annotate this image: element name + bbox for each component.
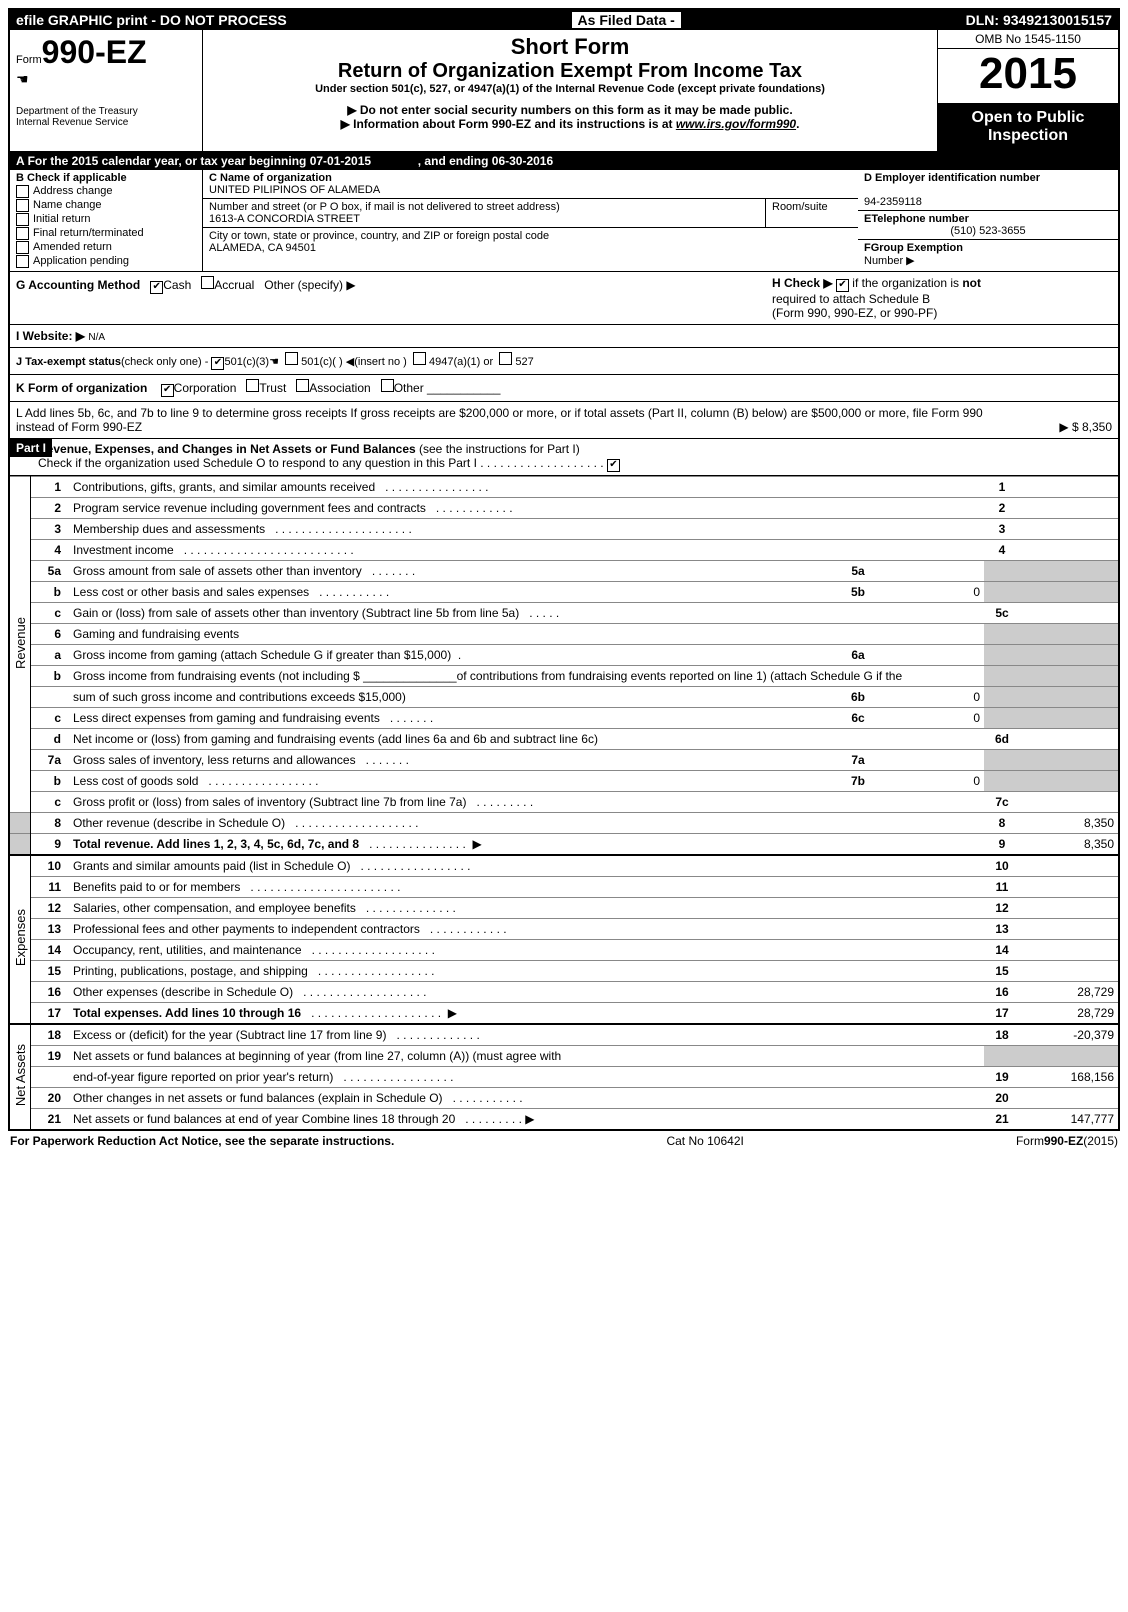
e-phone-block: ETelephone number (510) 523-3655 bbox=[858, 211, 1118, 240]
irs-link[interactable]: www.irs.gov/form990 bbox=[676, 117, 796, 131]
check-name-change[interactable]: Name change bbox=[16, 199, 196, 212]
line-7b-value: 0 bbox=[876, 771, 984, 792]
g-label: G Accounting Method bbox=[16, 278, 140, 292]
check-527[interactable] bbox=[499, 352, 512, 365]
check-trust[interactable] bbox=[246, 379, 259, 392]
instruct-block: ▶ Do not enter social security numbers o… bbox=[211, 103, 929, 131]
form-container: efile GRAPHIC print - DO NOT PROCESS As … bbox=[8, 8, 1120, 1131]
check-h-not-required[interactable]: ✔ bbox=[836, 279, 849, 292]
line-6c-value: 0 bbox=[876, 708, 984, 729]
org-city: ALAMEDA, CA 94501 bbox=[209, 242, 316, 254]
check-accrual[interactable] bbox=[201, 276, 214, 289]
row-j-tax-exempt: J Tax-exempt status(check only one) - ✔5… bbox=[10, 348, 1118, 375]
tax-year: 2015 bbox=[938, 49, 1118, 99]
check-cash[interactable]: ✔ bbox=[150, 281, 163, 294]
line-19-value: 168,156 bbox=[1020, 1067, 1118, 1088]
phone-value: (510) 523-3655 bbox=[864, 225, 1112, 237]
instruct-info: ▶ Information about Form 990-EZ and its … bbox=[211, 117, 929, 131]
col-b-checkboxes: B Check if applicable Address change Nam… bbox=[10, 170, 203, 271]
check-initial-return[interactable]: Initial return bbox=[16, 213, 196, 226]
row-k-form-org: K Form of organization ✔Corporation Trus… bbox=[10, 375, 1118, 402]
section-b-c-d-e-f: B Check if applicable Address change Nam… bbox=[10, 170, 1118, 272]
check-final-return[interactable]: Final return/terminated bbox=[16, 227, 196, 240]
check-schedule-o-part1[interactable]: ✔ bbox=[607, 459, 620, 472]
row-i-website: I Website: ▶ N/A bbox=[10, 325, 1118, 348]
check-501c3[interactable]: ✔ bbox=[211, 357, 224, 370]
topbar-right: DLN: 93492130015157 bbox=[966, 12, 1112, 28]
line-21-value: 147,777 bbox=[1020, 1109, 1118, 1130]
org-name: UNITED PILIPINOS OF ALAMEDA bbox=[209, 184, 380, 196]
dept-block: Department of the Treasury Internal Reve… bbox=[16, 106, 196, 128]
row-g-h: G Accounting Method ✔Cash Accrual Other … bbox=[10, 272, 1118, 325]
ein-value: 94-2359118 bbox=[864, 196, 922, 208]
efile-topbar: efile GRAPHIC print - DO NOT PROCESS As … bbox=[10, 10, 1118, 30]
website-value: N/A bbox=[88, 332, 105, 343]
l-amount: ▶ $ 8,350 bbox=[1002, 420, 1112, 434]
d-ein-block: D Employer identification number 94-2359… bbox=[858, 170, 1118, 211]
topbar-mid: As Filed Data - bbox=[572, 12, 681, 28]
instruct-ssn: ▶ Do not enter social security numbers o… bbox=[211, 103, 929, 117]
b-label: B Check if applicable bbox=[16, 172, 196, 184]
header-grid: Form990-EZ ☚ Department of the Treasury … bbox=[10, 30, 1118, 152]
pointing-hand-icon: ☚ bbox=[16, 71, 196, 88]
omb-number: OMB No 1545-1150 bbox=[938, 30, 1118, 49]
dept-irs: Internal Revenue Service bbox=[16, 117, 196, 128]
check-501c[interactable] bbox=[285, 352, 298, 365]
lines-table: Revenue 1 Contributions, gifts, grants, … bbox=[10, 476, 1118, 1129]
check-amended-return[interactable]: Amended return bbox=[16, 241, 196, 254]
line-9-value: 8,350 bbox=[1020, 834, 1118, 856]
line-8-value: 8,350 bbox=[1020, 813, 1118, 834]
footer-row: For Paperwork Reduction Act Notice, see … bbox=[8, 1131, 1120, 1151]
check-application-pending[interactable]: Application pending bbox=[16, 255, 196, 268]
line-18-value: -20,379 bbox=[1020, 1024, 1118, 1046]
f-group-exemption: FGroup Exemption Number ▶ bbox=[858, 240, 1118, 269]
expenses-label: Expenses bbox=[13, 909, 28, 966]
line-6b-value: 0 bbox=[876, 687, 984, 708]
check-association[interactable] bbox=[296, 379, 309, 392]
under-section-text: Under section 501(c), 527, or 4947(a)(1)… bbox=[211, 83, 929, 95]
footer-cat-no: Cat No 10642I bbox=[666, 1134, 743, 1148]
form-prefix: Form bbox=[16, 54, 42, 66]
topbar-left: efile GRAPHIC print - DO NOT PROCESS bbox=[16, 12, 287, 28]
short-form-title: Short Form bbox=[211, 34, 929, 60]
form-number: 990-EZ bbox=[42, 34, 147, 70]
h-block: H Check ▶ ✔ if the organization is not r… bbox=[772, 276, 1112, 320]
check-corporation[interactable]: ✔ bbox=[161, 384, 174, 397]
part-1-header: Part I Revenue, Expenses, and Changes in… bbox=[10, 438, 1118, 476]
footer-form-ref: Form990-EZ(2015) bbox=[1016, 1134, 1118, 1148]
row-l-gross-receipts: L Add lines 5b, 6c, and 7b to line 9 to … bbox=[10, 402, 1118, 438]
footer-left: For Paperwork Reduction Act Notice, see … bbox=[10, 1134, 394, 1148]
line-17-value: 28,729 bbox=[1020, 1003, 1118, 1025]
c-name-row: C Name of organization UNITED PILIPINOS … bbox=[203, 170, 858, 199]
street-row: Number and street (or P O box, if mail i… bbox=[203, 199, 858, 228]
org-street: 1613-A CONCORDIA STREET bbox=[209, 213, 360, 225]
open-public-badge: Open to Public Inspection bbox=[938, 103, 1118, 151]
check-4947[interactable] bbox=[413, 352, 426, 365]
city-row: City or town, state or province, country… bbox=[203, 228, 858, 256]
row-a-tax-year: A For the 2015 calendar year, or tax yea… bbox=[10, 152, 1118, 170]
line-5b-value: 0 bbox=[876, 582, 984, 603]
form-number-block: Form990-EZ bbox=[16, 34, 196, 71]
dept-treasury: Department of the Treasury bbox=[16, 106, 196, 117]
check-address-change[interactable]: Address change bbox=[16, 185, 196, 198]
line-16-value: 28,729 bbox=[1020, 982, 1118, 1003]
return-title: Return of Organization Exempt From Incom… bbox=[211, 60, 929, 83]
check-other-org[interactable] bbox=[381, 379, 394, 392]
revenue-label: Revenue bbox=[13, 617, 28, 669]
net-assets-label: Net Assets bbox=[13, 1044, 28, 1106]
